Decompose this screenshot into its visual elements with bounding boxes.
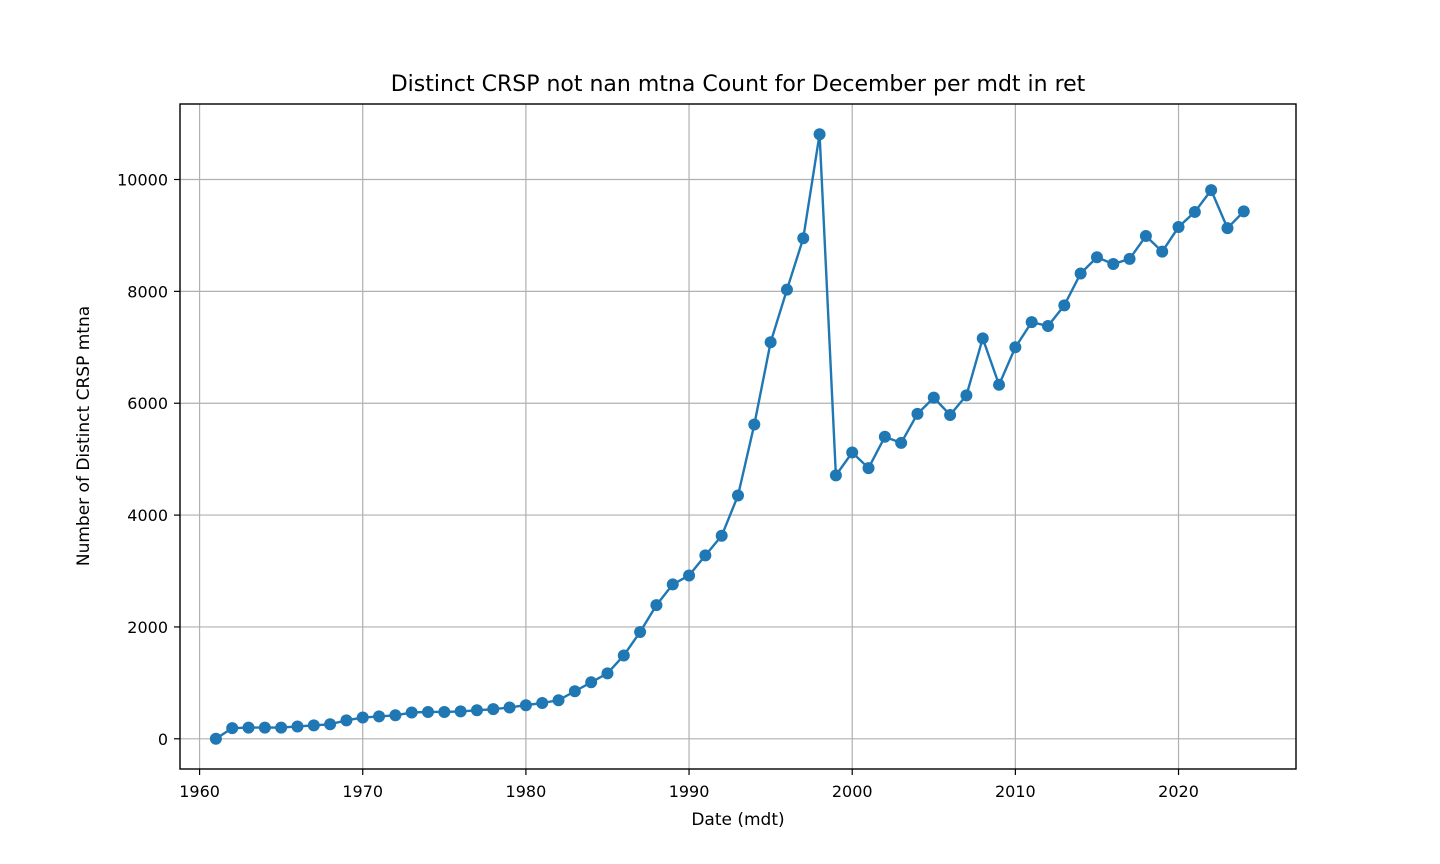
chart-title: Distinct CRSP not nan mtna Count for Dec… bbox=[391, 72, 1086, 97]
data-point bbox=[1058, 299, 1071, 312]
x-axis: 1960 1970 1980 1990 2000 2010 2020 bbox=[179, 769, 1199, 801]
y-tick-label: 10000 bbox=[117, 171, 168, 190]
data-point bbox=[1156, 245, 1169, 258]
series bbox=[209, 128, 1250, 745]
data-point bbox=[846, 446, 859, 459]
data-point bbox=[552, 694, 565, 707]
data-point bbox=[732, 489, 744, 502]
data-point bbox=[503, 701, 516, 714]
data-point bbox=[1074, 267, 1087, 280]
data-point bbox=[209, 732, 222, 745]
data-point bbox=[242, 721, 255, 734]
x-tick-label: 2020 bbox=[1158, 782, 1199, 801]
data-point bbox=[258, 721, 271, 734]
data-point bbox=[829, 469, 842, 482]
data-point bbox=[1139, 229, 1152, 242]
data-point bbox=[911, 407, 924, 420]
data-point bbox=[519, 699, 532, 712]
data-point bbox=[422, 705, 434, 718]
data-point bbox=[650, 599, 663, 612]
data-point bbox=[487, 703, 500, 716]
y-tick-label: 2000 bbox=[127, 618, 168, 637]
data-point bbox=[389, 709, 402, 722]
data-point bbox=[1090, 251, 1103, 264]
data-point bbox=[568, 685, 581, 698]
data-point bbox=[373, 710, 386, 723]
data-point bbox=[878, 430, 891, 443]
data-point bbox=[617, 649, 630, 662]
data-point bbox=[1042, 320, 1054, 333]
data-point bbox=[356, 711, 369, 724]
data-point bbox=[944, 408, 957, 421]
y-axis-label: Number of Distinct CRSP mtna bbox=[74, 306, 94, 566]
data-point bbox=[976, 332, 989, 345]
x-axis-label: Date (mdt) bbox=[691, 810, 784, 830]
data-point bbox=[960, 389, 973, 402]
data-point bbox=[291, 720, 304, 733]
plot-frame bbox=[179, 103, 1297, 770]
y-axis: 0 2000 4000 6000 8000 10000 bbox=[117, 171, 180, 749]
data-point bbox=[324, 718, 337, 731]
data-point bbox=[226, 722, 239, 735]
data-point bbox=[438, 705, 451, 718]
data-point bbox=[1123, 252, 1136, 265]
data-point bbox=[1172, 221, 1185, 234]
data-point bbox=[275, 721, 288, 734]
x-tick-label: 2000 bbox=[832, 782, 873, 801]
data-point bbox=[585, 676, 598, 689]
data-point bbox=[405, 706, 418, 719]
x-tick-label: 1990 bbox=[669, 782, 710, 801]
x-tick-label: 1970 bbox=[342, 782, 383, 801]
x-tick-label: 1980 bbox=[506, 782, 547, 801]
y-tick-label: 6000 bbox=[127, 394, 168, 413]
data-point bbox=[634, 625, 647, 638]
y-tick-label: 4000 bbox=[127, 506, 168, 525]
data-point bbox=[715, 529, 728, 542]
data-point bbox=[470, 704, 483, 717]
y-tick-label: 8000 bbox=[127, 282, 168, 301]
data-point bbox=[895, 436, 908, 449]
data-point bbox=[1188, 205, 1201, 218]
data-point bbox=[666, 578, 679, 591]
data-point bbox=[1221, 222, 1234, 235]
data-point bbox=[1025, 316, 1038, 329]
data-point bbox=[748, 418, 761, 431]
data-point bbox=[993, 378, 1006, 391]
data-point bbox=[307, 719, 320, 732]
data-point bbox=[1009, 341, 1022, 354]
y-tick-label: 0 bbox=[158, 730, 168, 749]
series-line bbox=[215, 132, 1245, 740]
grid bbox=[180, 104, 1296, 769]
data-point bbox=[683, 569, 696, 582]
data-point bbox=[780, 283, 793, 296]
x-tick-label: 2010 bbox=[995, 782, 1036, 801]
data-point bbox=[536, 697, 549, 710]
data-point bbox=[699, 549, 712, 562]
data-point bbox=[1205, 184, 1218, 197]
data-point bbox=[862, 462, 875, 475]
data-point bbox=[340, 714, 353, 727]
data-point bbox=[1237, 205, 1250, 218]
data-point bbox=[1107, 257, 1120, 270]
data-point bbox=[797, 232, 810, 245]
data-point bbox=[454, 705, 467, 718]
data-point bbox=[813, 128, 826, 141]
data-point bbox=[601, 667, 614, 680]
data-point bbox=[927, 391, 940, 404]
x-tick-label: 1960 bbox=[179, 782, 220, 801]
data-point bbox=[764, 336, 777, 349]
